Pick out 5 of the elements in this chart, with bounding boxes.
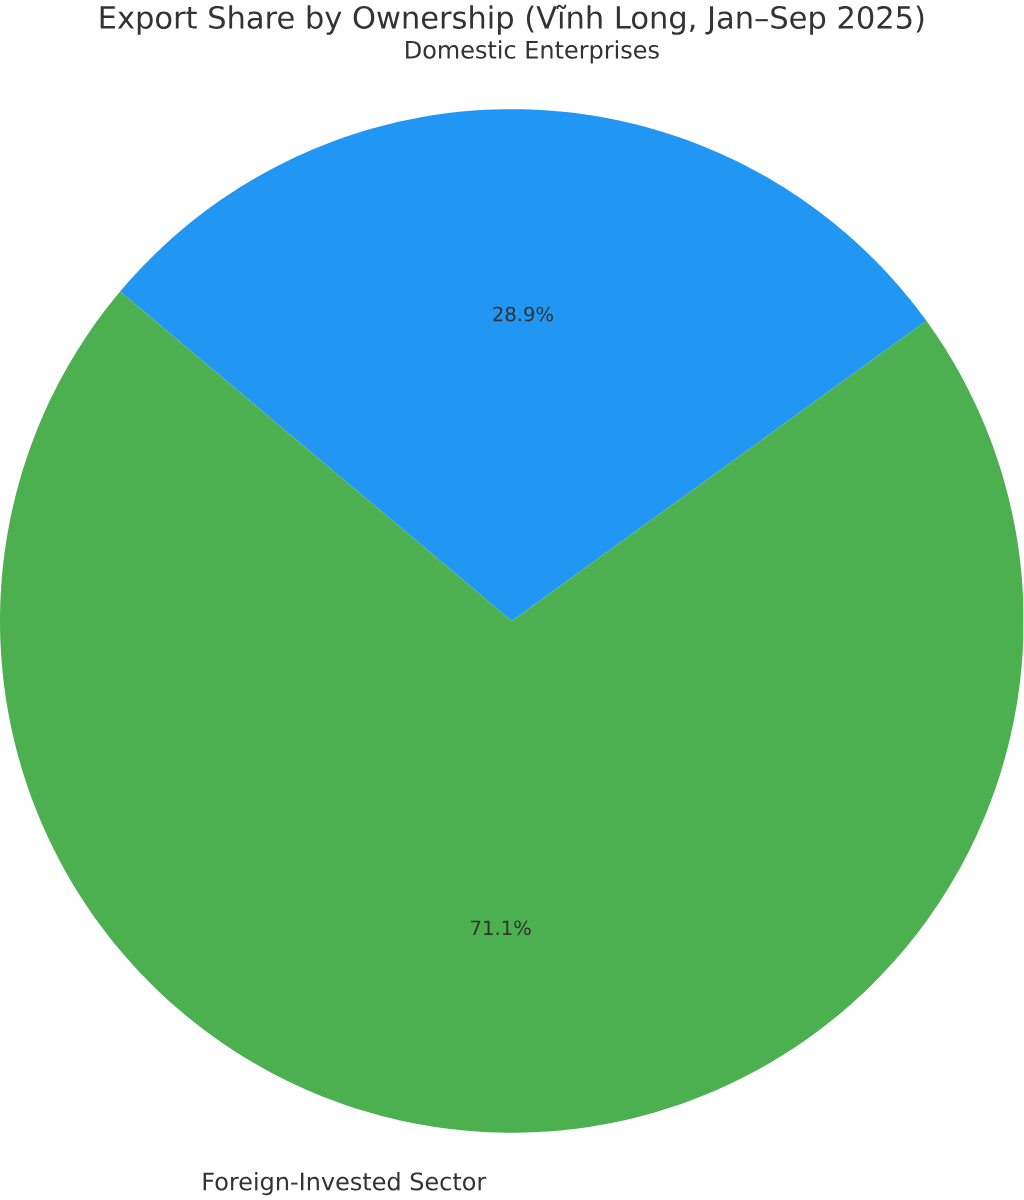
slice-label: Domestic Enterprises [406,40,659,64]
data-label: 71.1% [471,920,531,936]
chart-title: Export Share by Ownership (Vĩnh Long, Jan–Sep 2025) [100,4,924,35]
data-label: 28.9% [493,306,554,322]
slice-label: Foreign-Invested Sector [203,1171,487,1196]
